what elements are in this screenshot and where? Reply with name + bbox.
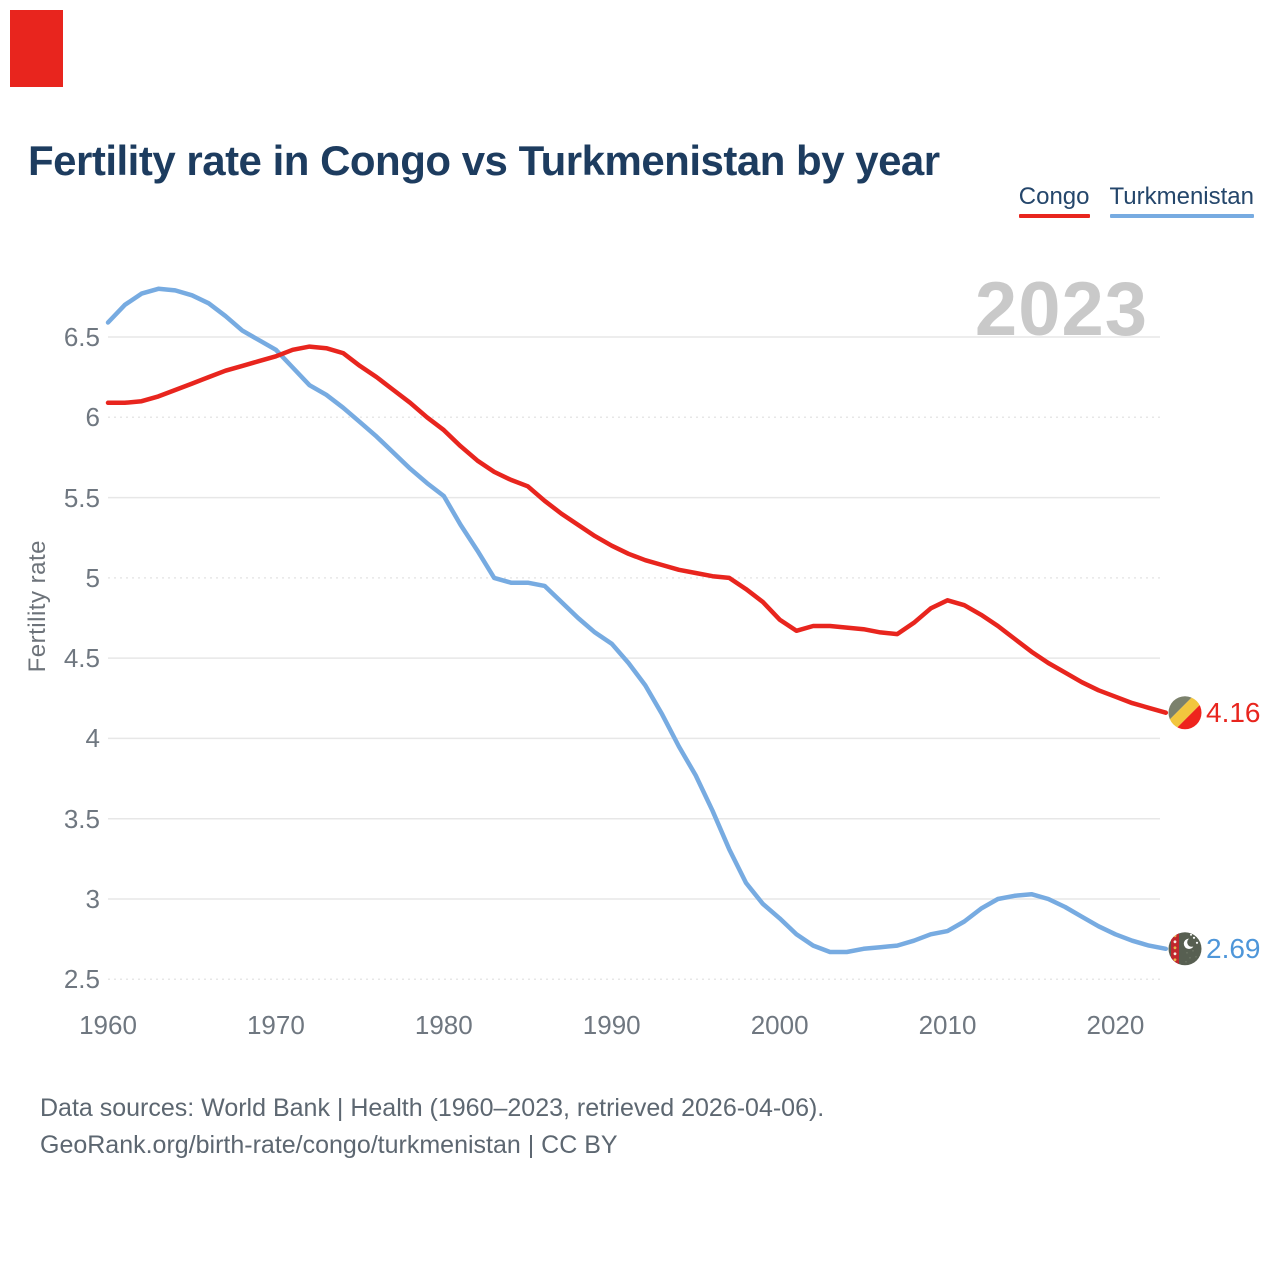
- congo-line: [105, 344, 1169, 715]
- year-watermark: 2023: [974, 267, 1148, 352]
- y-tick-4: 4: [85, 723, 100, 754]
- x-tick-1970: 1970: [246, 1010, 305, 1040]
- turkmenistan-end-value: 2.69: [1206, 932, 1261, 964]
- legend-color-bar-congo: [1018, 214, 1090, 219]
- legend-item-turkmenistan[interactable]: Turkmenistan: [1109, 183, 1255, 219]
- turkmenistan-line: [105, 286, 1169, 955]
- y-tick-3: 3: [85, 883, 100, 914]
- legend-label-congo: Congo: [1018, 183, 1090, 210]
- x-tick-1960: 1960: [79, 1010, 137, 1040]
- logo-block: [10, 10, 63, 87]
- x-tick-1980: 1980: [414, 1010, 473, 1040]
- footer-data-sources: Data sources: World Bank | Health (1960–…: [40, 1094, 825, 1122]
- gridlines: [108, 336, 1160, 981]
- legend-label-turkmenistan: Turkmenistan: [1109, 183, 1255, 210]
- legend-color-bar-turkmenistan: [1109, 214, 1254, 219]
- congo-end-value: 4.16: [1206, 696, 1261, 728]
- y-tick-5.5: 5.5: [63, 482, 100, 513]
- y-tick-4.5: 4.5: [63, 643, 100, 674]
- y-tick-6.5: 6.5: [63, 322, 100, 352]
- y-tick-2.5: 2.5: [63, 964, 100, 995]
- x-tick-2010: 2010: [918, 1010, 977, 1040]
- x-tick-2020: 2020: [1086, 1010, 1145, 1040]
- legend-item-congo[interactable]: Congo: [1018, 183, 1090, 219]
- footer: Data sources: World Bank | Health (1960–…: [40, 1090, 824, 1164]
- y-tick-3.5: 3.5: [63, 803, 100, 834]
- x-tick-1990: 1990: [582, 1010, 641, 1040]
- y-tick-5: 5: [85, 562, 100, 593]
- congo-flag-icon: [1168, 696, 1202, 730]
- x-tick-2000: 2000: [750, 1010, 809, 1040]
- page-title: Fertility rate in Congo vs Turkmenistan …: [28, 137, 940, 185]
- legend: Congo Turkmenistan: [1018, 183, 1255, 219]
- y-tick-6: 6: [85, 402, 100, 433]
- footer-attribution: GeoRank.org/birth-rate/congo/turkmenista…: [40, 1131, 618, 1159]
- turkmenistan-flag-icon: [1168, 932, 1202, 966]
